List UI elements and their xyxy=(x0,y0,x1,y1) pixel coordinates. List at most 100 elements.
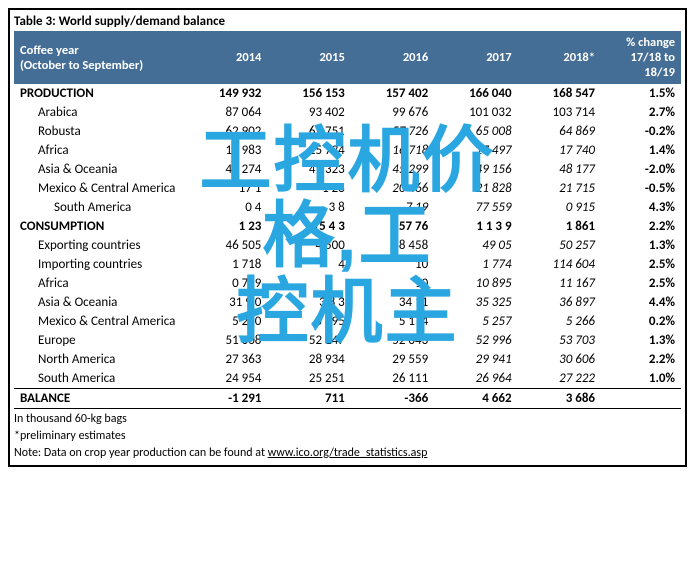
cell: 17 740 xyxy=(518,141,601,160)
header-year-3: 2017 xyxy=(434,31,517,84)
cell: 10 xyxy=(351,255,434,274)
table-row: PRODUCTION149 932156 153157 402166 04016… xyxy=(14,84,681,103)
cell: 48 458 xyxy=(351,236,434,255)
cell: 10 895 xyxy=(434,274,517,293)
table-body: PRODUCTION149 932156 153157 402166 04016… xyxy=(14,84,681,409)
pct-cell: 1.5% xyxy=(601,84,681,103)
cell xyxy=(267,274,350,293)
cell: 17 1 xyxy=(184,179,267,198)
cell: 48 177 xyxy=(518,160,601,179)
cell: 52 996 xyxy=(434,331,517,350)
cell: 1 774 xyxy=(434,255,517,274)
footnote-1: In thousand 60-kg bags xyxy=(14,411,681,428)
table-row: Robusta62 90262 75157 72665 00864 869-0.… xyxy=(14,122,681,141)
row-label: Asia & Oceania xyxy=(14,160,184,179)
cell: 3 8 3 xyxy=(267,293,350,312)
cell: 4 500 xyxy=(267,236,350,255)
cell: 77 559 xyxy=(434,198,517,217)
cell: 168 547 xyxy=(518,84,601,103)
cell: 31 9 0 xyxy=(184,293,267,312)
cell: 65 008 xyxy=(434,122,517,141)
row-label: Mexico & Central America xyxy=(14,179,184,198)
cell: 62 902 xyxy=(184,122,267,141)
cell: -1 291 xyxy=(184,389,267,409)
cell: 52 043 xyxy=(351,331,434,350)
row-label: Europe xyxy=(14,331,184,350)
cell: 27 363 xyxy=(184,350,267,369)
header-year-label: Coffee year (October to September) xyxy=(14,31,184,84)
cell: 1 861 xyxy=(518,217,601,236)
pct-cell: -0.2% xyxy=(601,122,681,141)
cell: 21 715 xyxy=(518,179,601,198)
cell: 0 4 xyxy=(184,198,267,217)
pct-cell: 4.4% xyxy=(601,293,681,312)
cell: 0 719 xyxy=(184,274,267,293)
row-label: Africa xyxy=(14,274,184,293)
cell: 7 19 xyxy=(351,198,434,217)
table-row: Arabica87 06493 40299 676101 032103 7142… xyxy=(14,103,681,122)
cell: 1 23 xyxy=(184,217,267,236)
row-label: Exporting countries xyxy=(14,236,184,255)
cell: 5 230 xyxy=(184,312,267,331)
cell: 5 266 xyxy=(518,312,601,331)
cell: 30 606 xyxy=(518,350,601,369)
cell: 15 734 xyxy=(267,141,350,160)
pct-cell: -2.0% xyxy=(601,160,681,179)
header-pct: % change 17/18 to 18/19 xyxy=(601,31,681,84)
cell: 1 23 xyxy=(267,179,350,198)
cell: 711 xyxy=(267,389,350,409)
pct-cell: 4.3% xyxy=(601,198,681,217)
table-row: North America27 36328 93429 55929 94130 … xyxy=(14,350,681,369)
cell: 52 147 xyxy=(267,331,350,350)
cell: 15 983 xyxy=(184,141,267,160)
header-year-0: 2014 xyxy=(184,31,267,84)
cell: 34 11 xyxy=(351,293,434,312)
pct-cell: 2.2% xyxy=(601,350,681,369)
cell: 36 897 xyxy=(518,293,601,312)
pct-cell: 1.3% xyxy=(601,331,681,350)
row-label: Asia & Oceania xyxy=(14,293,184,312)
table-row: South America0 43 87 1977 5590 9154.3% xyxy=(14,198,681,217)
cell: 114 604 xyxy=(518,255,601,274)
table-header: Coffee year (October to September) 2014 … xyxy=(14,31,681,84)
cell: 4 662 xyxy=(434,389,517,409)
cell: 26 964 xyxy=(434,369,517,389)
cell: 45 299 xyxy=(351,160,434,179)
cell: 3 686 xyxy=(518,389,601,409)
cell: 20 466 xyxy=(351,179,434,198)
table-row: BALANCE-1 291711-3664 6623 686 xyxy=(14,389,681,409)
cell: 46 505 xyxy=(184,236,267,255)
row-label: PRODUCTION xyxy=(14,84,184,103)
footnote-3: Note: Data on crop year production can b… xyxy=(14,445,681,462)
table-row: South America24 95425 25126 11126 96427 … xyxy=(14,369,681,389)
table-frame: Table 3: World supply/demand balance Cof… xyxy=(8,8,687,467)
footnote-link[interactable]: www.ico.org/trade_statistics.asp xyxy=(268,446,428,460)
data-table: Coffee year (October to September) 2014 … xyxy=(14,31,681,409)
cell: 25 251 xyxy=(267,369,350,389)
table-row: Africa15 98315 73416 71817 49717 7401.4% xyxy=(14,141,681,160)
cell: 29 941 xyxy=(434,350,517,369)
row-label: Africa xyxy=(14,141,184,160)
cell: 3 8 xyxy=(267,198,350,217)
table-title: Table 3: World supply/demand balance xyxy=(14,14,681,29)
pct-cell: 2.5% xyxy=(601,274,681,293)
cell: 93 402 xyxy=(267,103,350,122)
pct-cell: 2.5% xyxy=(601,255,681,274)
cell: 53 703 xyxy=(518,331,601,350)
cell: 49 05 xyxy=(434,236,517,255)
cell: 5 295 xyxy=(267,312,350,331)
cell: 29 559 xyxy=(351,350,434,369)
cell: 1 1 3 9 xyxy=(434,217,517,236)
table-row: Asia & Oceania46 27449 32345 29949 15648… xyxy=(14,160,681,179)
cell: 156 153 xyxy=(267,84,350,103)
row-label: Importing countries xyxy=(14,255,184,274)
pct-cell: 2.2% xyxy=(601,217,681,236)
table-row: Africa0 71910 10 89511 1672.5% xyxy=(14,274,681,293)
footnotes: In thousand 60-kg bags *preliminary esti… xyxy=(14,411,681,461)
cell: 15 4 3 xyxy=(267,217,350,236)
cell: 49 323 xyxy=(267,160,350,179)
cell: 101 032 xyxy=(434,103,517,122)
cell: 5 174 xyxy=(351,312,434,331)
pct-cell: 1.0% xyxy=(601,369,681,389)
table-row: Asia & Oceania31 9 03 8 334 1135 32536 8… xyxy=(14,293,681,312)
